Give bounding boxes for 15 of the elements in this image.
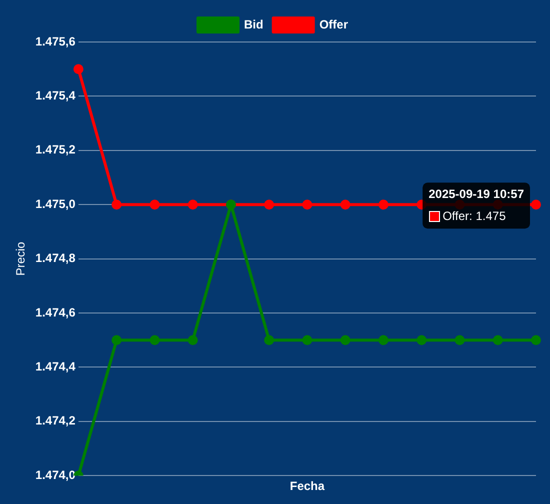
y-tick-label: 1.474,8 [35, 251, 76, 266]
annotation: Offer: 1.475 [442, 208, 506, 223]
y-tick-label: 1.474,0 [35, 468, 76, 482]
y-axis-title: Precio [14, 241, 28, 276]
y-tick-label: 1.475,0 [35, 196, 76, 211]
y-tick-label: 1.475,6 [35, 34, 76, 48]
legend-label: Offer [319, 17, 348, 32]
y-tick-label: 1.475,2 [35, 142, 76, 157]
legend-label: Bid [244, 17, 264, 32]
y-tick-label: 1.475,4 [35, 88, 76, 103]
y-tick-label: 1.474,4 [35, 360, 76, 374]
annotation: 2025-09-19 10:57 [428, 186, 524, 201]
y-tick-label: 1.474,2 [35, 414, 76, 428]
y-tick-label: 1.474,6 [35, 305, 76, 320]
x-axis-title: Fecha [290, 479, 325, 494]
